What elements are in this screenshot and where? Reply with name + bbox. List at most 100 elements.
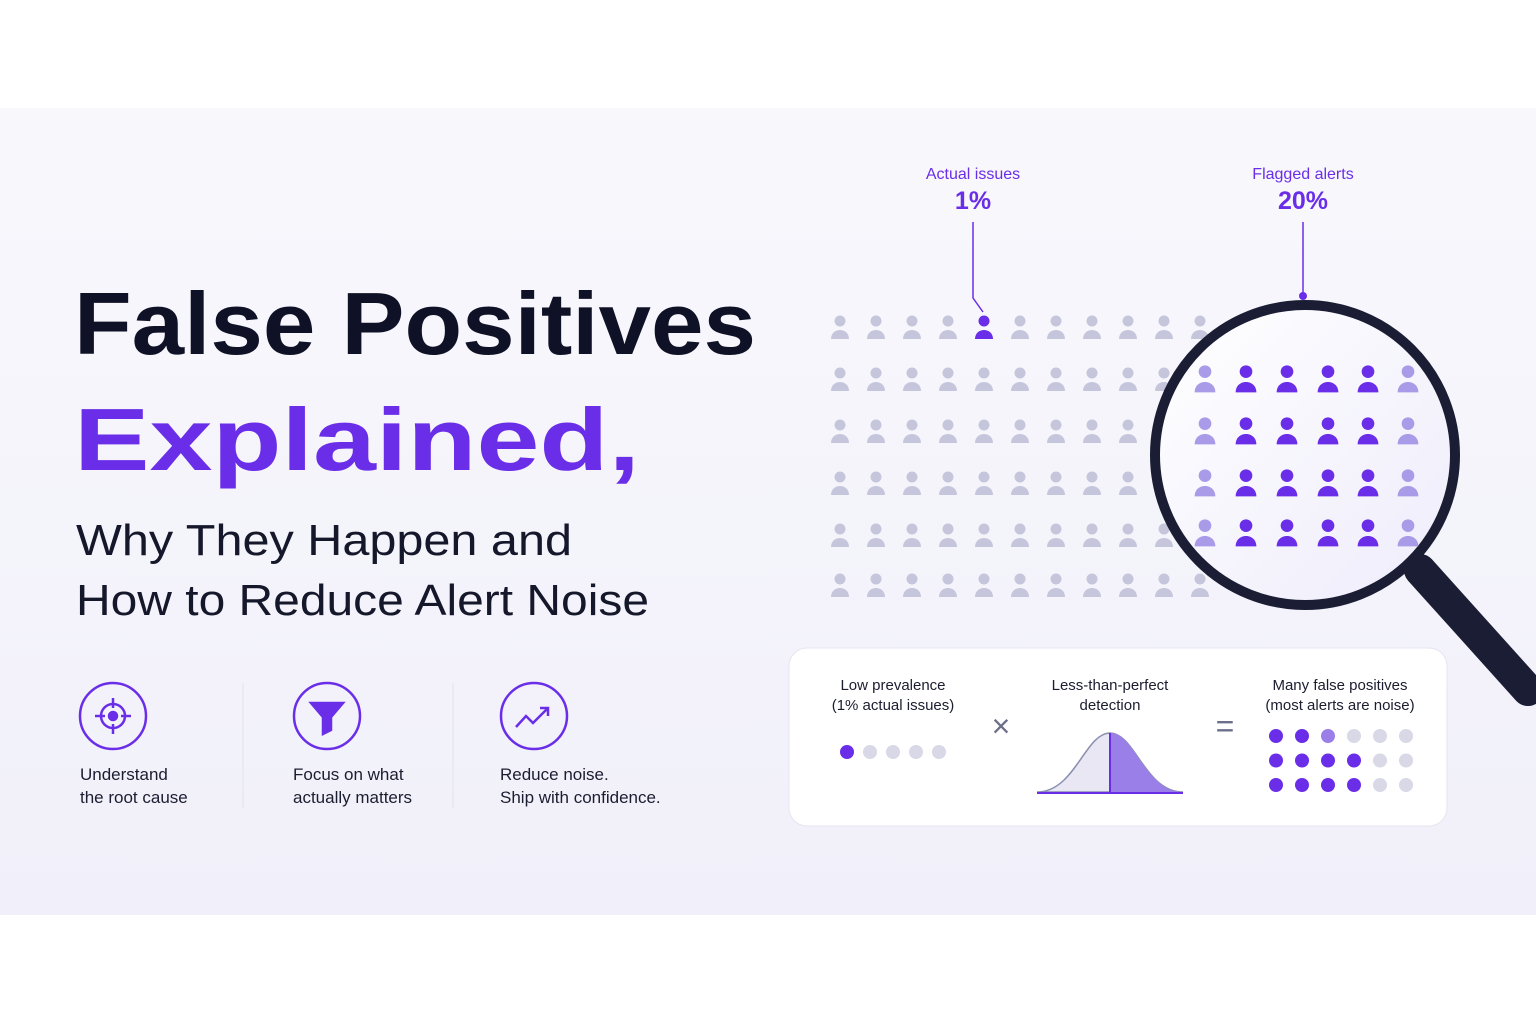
title: False Positives	[74, 274, 756, 373]
person-head	[1194, 315, 1206, 327]
person-head	[1158, 573, 1170, 585]
person-head	[1050, 315, 1062, 327]
person-body	[867, 434, 885, 443]
person-head	[1280, 365, 1294, 378]
person-head	[978, 523, 990, 535]
person-body	[1357, 382, 1379, 393]
person-head	[1198, 469, 1212, 482]
person-body	[1011, 382, 1029, 391]
callout-value: 20%	[1278, 187, 1328, 215]
person-head	[1014, 315, 1026, 327]
person-head	[1122, 523, 1134, 535]
person-head	[978, 367, 990, 379]
dot	[840, 745, 854, 759]
dot	[1321, 729, 1335, 743]
person-body	[1011, 434, 1029, 443]
callout-dot	[1299, 292, 1307, 300]
operator: =	[1216, 708, 1235, 744]
person-head	[906, 471, 918, 483]
operator: ×	[992, 708, 1011, 744]
term-text: (1% actual issues)	[832, 697, 955, 714]
person-body	[903, 434, 921, 443]
person-body	[831, 588, 849, 597]
term-text: detection	[1080, 697, 1141, 714]
dot	[1295, 778, 1309, 792]
person-head	[978, 315, 990, 327]
term-text: Less-than-perfect	[1052, 677, 1170, 694]
title: Explained,	[74, 390, 640, 489]
dot	[1295, 729, 1309, 743]
person-head	[1401, 417, 1415, 430]
person-body	[1083, 588, 1101, 597]
person-head	[1198, 519, 1212, 532]
person-head	[1321, 417, 1335, 430]
person-body	[1276, 434, 1298, 445]
target-icon	[95, 698, 131, 734]
person-body	[939, 330, 957, 339]
person-head	[834, 315, 846, 327]
person-body	[903, 538, 921, 547]
person-body	[1317, 382, 1339, 393]
person-body	[867, 382, 885, 391]
feature-text: Understand	[80, 765, 168, 784]
dot	[1321, 778, 1335, 792]
dot	[909, 745, 923, 759]
person-body	[1047, 330, 1065, 339]
callout-label: Actual issues	[926, 166, 1020, 183]
dots	[840, 729, 1413, 792]
person-head	[834, 523, 846, 535]
person-body	[903, 486, 921, 495]
person-body	[867, 330, 885, 339]
person-head	[1280, 469, 1294, 482]
dot	[1321, 753, 1335, 768]
person-body	[867, 588, 885, 597]
icon-ring	[292, 681, 362, 751]
person-head	[1050, 419, 1062, 431]
person-head	[834, 471, 846, 483]
person-body	[1397, 536, 1419, 547]
person-head	[870, 523, 882, 535]
person-head	[942, 419, 954, 431]
person-head	[1321, 365, 1335, 378]
person-head	[1158, 367, 1170, 379]
person-body	[1011, 538, 1029, 547]
dot	[1295, 753, 1309, 768]
person-head	[1361, 519, 1375, 532]
person-body	[1235, 434, 1257, 445]
dot	[1347, 729, 1361, 743]
person-head	[1086, 573, 1098, 585]
dot	[1373, 753, 1387, 768]
person-body	[1194, 536, 1216, 547]
person-head	[1050, 471, 1062, 483]
person-body	[1011, 330, 1029, 339]
person-head	[1014, 419, 1026, 431]
person-head	[906, 573, 918, 585]
subtitle: Why They Happen and	[76, 516, 572, 565]
person-body	[975, 538, 993, 547]
person-head	[1321, 469, 1335, 482]
icon-ring	[499, 681, 569, 751]
person-head	[1158, 315, 1170, 327]
magnifier-lens	[1150, 300, 1460, 610]
person-body	[1119, 434, 1137, 443]
person-body	[975, 330, 993, 339]
person-head	[906, 315, 918, 327]
person-body	[1397, 434, 1419, 445]
person-head	[1086, 315, 1098, 327]
person-body	[975, 486, 993, 495]
dot	[1399, 729, 1413, 743]
dot	[1373, 778, 1387, 792]
magnifier-handle	[1404, 554, 1536, 706]
person-head	[1401, 469, 1415, 482]
person-head	[1122, 315, 1134, 327]
person-body	[867, 486, 885, 495]
dot	[1399, 778, 1413, 792]
person-body	[1191, 330, 1209, 339]
person-head	[870, 315, 882, 327]
person-head	[1321, 519, 1335, 532]
person-body	[1119, 486, 1137, 495]
person-body	[1235, 536, 1257, 547]
person-head	[1361, 365, 1375, 378]
feature-icons	[78, 681, 569, 751]
